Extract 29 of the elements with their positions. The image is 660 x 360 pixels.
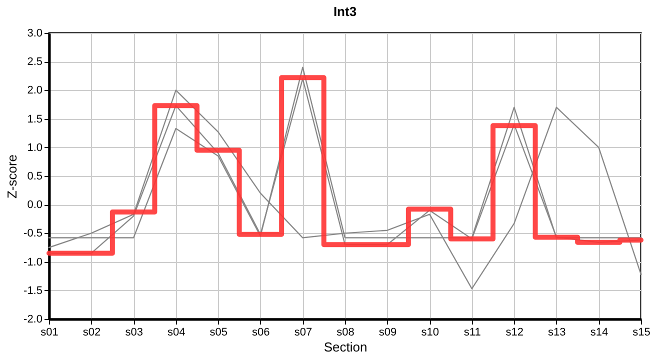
x-tick-label: s10 xyxy=(421,326,439,338)
x-tick-label: s04 xyxy=(167,326,186,338)
x-tick-label: s05 xyxy=(210,326,228,338)
x-tick-label: s12 xyxy=(506,326,524,338)
x-tick-label: s02 xyxy=(82,326,101,338)
y-tick-label: 3.0 xyxy=(27,28,42,40)
y-tick-label: -0.5 xyxy=(24,228,42,240)
x-tick-label: s15 xyxy=(632,326,650,338)
x-tick-label: s13 xyxy=(548,326,566,338)
chart-title: Int3 xyxy=(333,4,357,19)
x-tick-label: s01 xyxy=(40,326,58,338)
x-tick-label: s07 xyxy=(294,326,312,338)
x-tick-label: s11 xyxy=(464,326,481,338)
y-tick-label: 0.0 xyxy=(27,199,42,212)
x-axis-title: Section xyxy=(324,340,368,354)
y-tick-label: -1.0 xyxy=(24,256,42,268)
x-tick-label: s06 xyxy=(252,326,270,338)
y-axis-title: Z-score xyxy=(4,154,20,199)
x-tick-label: s09 xyxy=(378,326,397,338)
x-tick-label: s14 xyxy=(590,326,608,338)
y-tick-label: 0.5 xyxy=(27,170,42,182)
x-tick-label: s08 xyxy=(336,326,354,338)
y-tick-label: 2.5 xyxy=(27,56,42,68)
y-tick-label: 1.5 xyxy=(27,113,42,126)
y-tick-label: -1.5 xyxy=(24,284,42,297)
y-tick-label: -2.0 xyxy=(24,314,42,326)
y-tick-label: 1.0 xyxy=(27,142,42,154)
y-tick-label: 2.0 xyxy=(27,84,42,97)
x-tick-label: s03 xyxy=(125,326,143,338)
